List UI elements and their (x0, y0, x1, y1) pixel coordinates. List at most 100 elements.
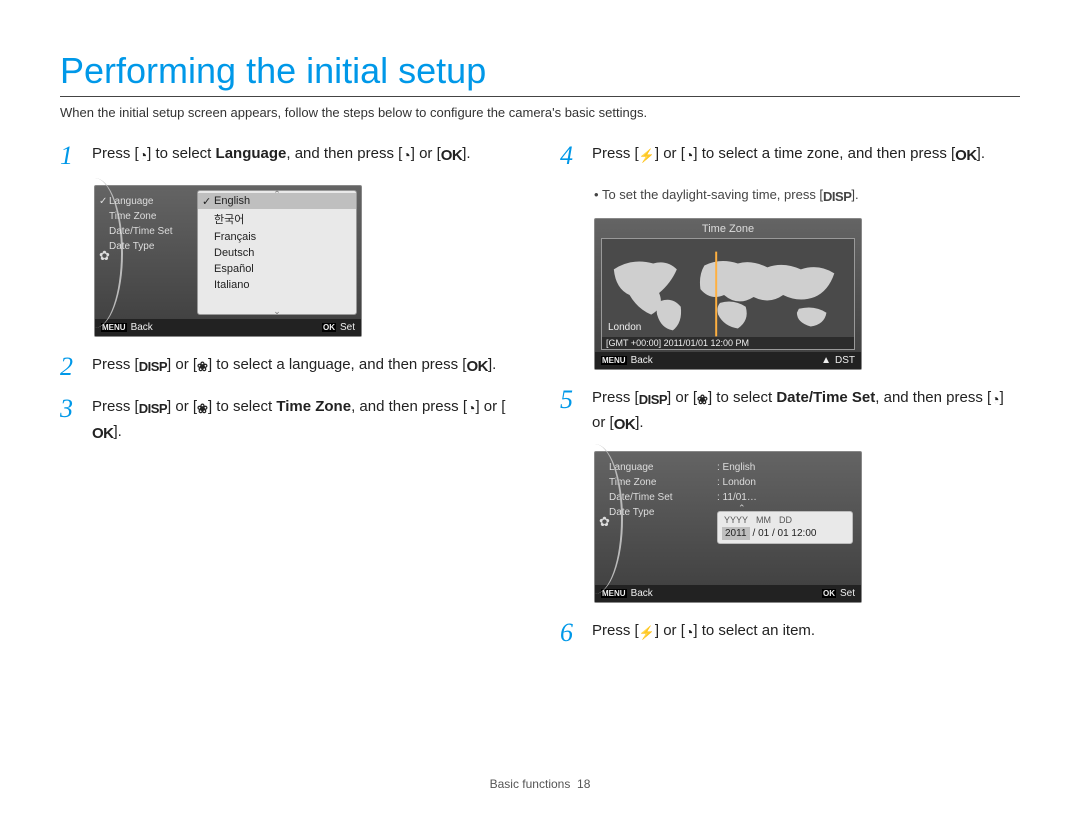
lcd-body: Time Zone London [GMT +00:00] 2011/ (595, 219, 861, 352)
t: ] or [ (667, 389, 697, 406)
t: ] to select (147, 145, 215, 162)
language-option[interactable]: English (198, 193, 356, 209)
sidebar-item[interactable]: Date Type (99, 239, 193, 254)
t: Press [ (592, 145, 639, 162)
language-option[interactable]: Deutsch (198, 245, 356, 261)
timezone-screen: Time Zone London [GMT +00:00] 2011/ (594, 218, 862, 370)
ok-icon: OK (955, 144, 977, 168)
t: Date/Time Set (776, 389, 875, 406)
t: Press [ (592, 389, 639, 406)
t: ]. (114, 423, 122, 440)
disp-icon: DISP (639, 390, 667, 411)
t: ] or [ (411, 145, 441, 162)
footer-set: OKSet (322, 322, 355, 333)
settings-sidebar: ✿ Language Time Zone Date/Time Set Date … (595, 452, 713, 585)
ok-icon: OK (92, 422, 114, 446)
step-text: Press [⚡] or [◔] to select a time zone, … (592, 142, 1020, 168)
step-text: Press [DISP] or [❀] to select a language… (92, 353, 520, 379)
sidebar-item[interactable]: Language (99, 194, 193, 209)
language-screen: ✿ Language Time Zone Date/Time Set Date … (94, 185, 362, 337)
footer-set: OK Set (822, 588, 855, 599)
sidebar-item[interactable]: Date/Time Set (99, 224, 193, 239)
step-2: 2 Press [DISP] or [❀] to select a langua… (60, 353, 520, 382)
step-5: 5 Press [DISP] or [❀] to select Date/Tim… (560, 386, 1020, 437)
macro-icon: ❀ (697, 390, 708, 411)
t: Press [ (92, 145, 139, 162)
page-title: Performing the initial setup (60, 50, 1020, 97)
right-column: 4 Press [⚡] or [◔] to select a time zone… (560, 142, 1020, 661)
step-number: 2 (60, 353, 82, 382)
t: Back (631, 588, 653, 599)
t: ]. (488, 356, 496, 373)
arc-decoration (567, 444, 623, 594)
ok-key-icon: OK (822, 589, 836, 598)
t: ]. (462, 145, 470, 162)
t: Back (631, 355, 653, 366)
sidebar-item[interactable]: Time Zone (99, 209, 193, 224)
step-text: Press [◔] to select Language, and then p… (92, 142, 520, 168)
t: To set the daylight-saving time, press [ (602, 187, 823, 202)
gear-icon: ✿ (599, 514, 610, 530)
footer-section: Basic functions (490, 777, 571, 791)
ok-key-icon: OK (322, 323, 336, 332)
macro-icon: ❀ (197, 399, 208, 420)
step-text: Press [DISP] or [❀] to select Time Zone,… (92, 395, 520, 446)
date-editor[interactable]: YYYY MM DD 2011 / 01 / 01 12:00 (717, 511, 853, 544)
step-1: 1 Press [◔] to select Language, and then… (60, 142, 520, 171)
up-icon: ▲ (821, 355, 831, 366)
t: ] to select (708, 389, 776, 406)
t: , and then press [ (286, 145, 402, 162)
t: Time Zone (276, 398, 351, 415)
t: , and then press [ (351, 398, 467, 415)
lcd-footer: MENU Back OK Set (595, 585, 861, 602)
t: Back (131, 322, 153, 333)
settings-values: : English : London : 11/01… YYYY MM DD 2… (713, 452, 861, 585)
disp-icon: DISP (823, 187, 851, 207)
footer-back: MENU Back (601, 588, 653, 599)
page-footer: Basic functions 18 (0, 777, 1080, 791)
t: ] or [ (475, 398, 505, 415)
menu-key-icon: MENU (601, 356, 627, 365)
t: Press [ (92, 398, 139, 415)
t: ] to select (208, 398, 276, 415)
t: ]. (635, 414, 643, 431)
year-selected[interactable]: 2011 (722, 527, 750, 540)
ok-icon: OK (441, 144, 463, 168)
t: Press [ (92, 356, 139, 373)
language-option[interactable]: 한국어 (198, 209, 356, 229)
footer-dst: ▲ DST (821, 355, 855, 366)
value-row: : London (717, 475, 853, 490)
settings-sidebar: ✿ Language Time Zone Date/Time Set Date … (95, 186, 197, 319)
datetime-screen: ✿ Language Time Zone Date/Time Set Date … (594, 451, 862, 603)
step-text: Press [⚡] or [◔] to select an item. (592, 619, 1020, 644)
t: ] to select a language, and then press [ (208, 356, 467, 373)
step-number: 3 (60, 395, 82, 424)
t: , and then press [ (875, 389, 991, 406)
step-4-sub: To set the daylight-saving time, press [… (594, 185, 1020, 207)
gmt-label: [GMT +00:00] 2011/01/01 12:00 PM (602, 337, 854, 349)
disp-icon: DISP (139, 357, 167, 378)
t: / 01 / 01 12:00 (753, 528, 817, 539)
t: ] or [ (655, 145, 685, 162)
ok-icon: OK (614, 413, 636, 437)
date-header: YYYY MM DD (722, 515, 848, 525)
self-timer-icon: ◔ (402, 144, 410, 166)
language-option[interactable]: Español (198, 261, 356, 277)
t: Set (840, 588, 855, 599)
step-number: 5 (560, 386, 582, 415)
content-columns: 1 Press [◔] to select Language, and then… (60, 142, 1020, 661)
language-option[interactable]: Italiano (198, 277, 356, 293)
t: ] or [ (167, 356, 197, 373)
world-map: London [GMT +00:00] 2011/01/01 12:00 PM (601, 238, 855, 350)
t: DD (779, 515, 792, 525)
step-6: 6 Press [⚡] or [◔] to select an item. (560, 619, 1020, 648)
t: MM (756, 515, 771, 525)
step-3: 3 Press [DISP] or [❀] to select Time Zon… (60, 395, 520, 446)
language-option[interactable]: Français (198, 229, 356, 245)
menu-key-icon: MENU (601, 589, 627, 598)
step-number: 6 (560, 619, 582, 648)
flash-icon: ⚡ (639, 623, 655, 644)
lcd-footer: MENUBack OKSet (95, 319, 361, 336)
date-values: 2011 / 01 / 01 12:00 (722, 527, 848, 540)
t: DST (835, 355, 855, 366)
